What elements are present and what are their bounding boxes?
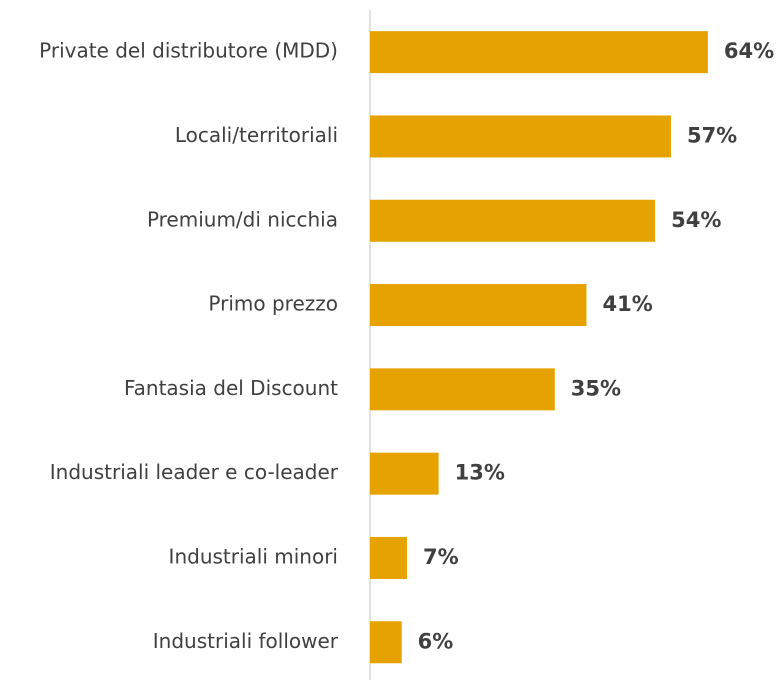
value-label: 41% — [602, 292, 652, 316]
category-label: Private del distributore (MDD) — [39, 39, 338, 63]
category-label: Fantasia del Discount — [124, 376, 338, 400]
value-label: 7% — [423, 545, 459, 569]
bar — [370, 199, 656, 242]
bar — [370, 368, 555, 411]
bar — [370, 115, 671, 158]
category-label: Industriali leader e co-leader — [50, 460, 339, 484]
category-label: Industriali minori — [169, 544, 338, 568]
value-label: 35% — [571, 376, 621, 400]
bar — [370, 621, 402, 664]
value-label: 13% — [455, 461, 505, 485]
category-label: Locali/territoriali — [175, 123, 338, 147]
category-label: Premium/di nicchia — [147, 207, 338, 231]
bar — [370, 452, 439, 495]
value-label: 6% — [418, 629, 454, 653]
value-label: 57% — [687, 123, 737, 147]
category-label: Industriali follower — [153, 629, 339, 653]
category-label: Primo prezzo — [208, 292, 338, 316]
bar — [370, 31, 708, 74]
bar — [370, 536, 407, 579]
bar — [370, 284, 587, 327]
value-label: 54% — [671, 208, 721, 232]
value-label: 64% — [724, 39, 774, 63]
